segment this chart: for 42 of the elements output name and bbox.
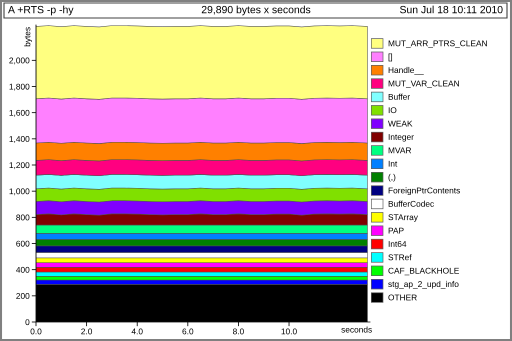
y-tick-label: 1,400: [10, 136, 30, 143]
x-tick-label: 4.0: [132, 328, 143, 334]
x-tick-label: 2.0: [81, 328, 92, 334]
x-tick-label: 8.0: [232, 328, 244, 334]
legend-label: BufferCodec: [388, 200, 434, 207]
y-tick-label: 400: [16, 266, 30, 273]
legend-label: (,): [388, 174, 396, 182]
legend-label: Int64: [388, 241, 406, 247]
y-axis-title: bytes: [24, 27, 32, 46]
legend-label: CAF_BLACKHOLE: [388, 268, 459, 276]
legend-label: MVAR: [388, 147, 412, 154]
x-tick-label: 0.0: [30, 328, 42, 334]
chart-title: A +RTS -p -hy: [8, 6, 74, 16]
y-tick-label: 1,000: [10, 188, 30, 196]
y-tick-label: 1,600: [10, 110, 30, 117]
legend-label: Handle__: [388, 66, 424, 75]
legend-label: stg_ap_2_upd_info: [388, 280, 459, 289]
y-tick-label: 2,000: [9, 58, 30, 64]
y-tick-label: 1,800: [10, 84, 30, 91]
x-tick-label: 6.0: [182, 328, 194, 334]
legend-label: ForeignPtrContents: [388, 187, 460, 196]
legend-label: STRef: [388, 254, 412, 260]
legend-label: Int: [388, 160, 398, 167]
chart-subtitle: 29,890 bytes x seconds: [202, 6, 310, 16]
legend-label: Buffer: [388, 94, 410, 100]
legend-label: Integer: [388, 134, 414, 142]
legend-label: STArray: [388, 214, 418, 222]
y-tick-label: 600: [16, 240, 30, 247]
legend-label: OTHER: [388, 294, 417, 300]
y-tick-label: 800: [16, 214, 30, 220]
x-tick-label: 10.0: [282, 328, 297, 334]
legend-label: PAP: [388, 228, 404, 234]
text: Sun Jul 18 10:11 2010: [400, 6, 503, 14]
legend-label: []: [388, 54, 392, 62]
legend-label: MUT_ARR_PTRS_CLEAN: [388, 40, 487, 48]
legend-label: IO: [388, 107, 396, 114]
x-axis-title: seconds: [341, 326, 372, 333]
y-tick-label: 0: [25, 319, 30, 326]
legend-label: MUT_VAR_CLEAN: [388, 80, 459, 88]
y-tick-label: 200: [16, 293, 30, 299]
y-tick-label: 1,200: [10, 162, 30, 170]
legend-label: WEAK: [388, 120, 412, 126]
